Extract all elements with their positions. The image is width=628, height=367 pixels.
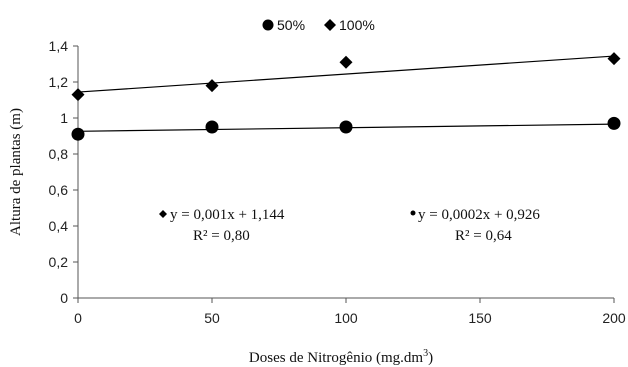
data-point-100 <box>607 52 621 66</box>
legend-label-50: 50% <box>277 17 305 33</box>
x-axis-label-main: Doses de Nitrogênio (mg.dm <box>249 350 423 366</box>
equation-100-text: y = 0,001x + 1,144 <box>170 207 285 223</box>
x-axis-label: Doses de Nitrogênio (mg.dm3) <box>249 348 433 366</box>
legend: 50% 100% <box>262 17 375 33</box>
y-ticks: 0 0,2 0,4 0,6 0,8 1 1,2 1,4 <box>49 38 78 306</box>
x-tick-label: 0 <box>74 310 82 326</box>
equation-100-marker <box>159 210 167 218</box>
legend-marker-50 <box>262 19 274 31</box>
y-tick-label: 0,8 <box>49 146 69 162</box>
y-tick-label: 1,4 <box>49 38 69 54</box>
y-tick-label: 1 <box>60 110 68 126</box>
y-axis-label: Altura de plantas (m) <box>8 108 24 236</box>
equation-50-marker <box>410 210 416 216</box>
x-tick-label: 50 <box>204 310 220 326</box>
x-axis-label-superscript: 3 <box>423 348 428 359</box>
y-tick-label: 0,6 <box>49 182 69 198</box>
legend-marker-100 <box>324 19 336 31</box>
r2-50-text: R² = 0,64 <box>455 228 512 244</box>
data-point-100 <box>205 79 219 93</box>
data-point-50 <box>607 116 621 130</box>
x-axis-label-close: ) <box>428 350 433 366</box>
legend-label-100: 100% <box>339 17 375 33</box>
data-point-100 <box>339 55 353 69</box>
data-point-50 <box>71 127 85 141</box>
y-tick-label: 0,2 <box>49 254 69 270</box>
trend-line-100 <box>77 55 615 93</box>
x-tick-label: 150 <box>468 310 492 326</box>
x-tick-label: 200 <box>602 310 626 326</box>
data-point-100 <box>71 88 85 102</box>
data-point-50 <box>339 120 353 134</box>
equation-50-text: y = 0,0002x + 0,926 <box>418 207 540 223</box>
r2-100-text: R² = 0,80 <box>193 228 250 244</box>
y-tick-label: 0 <box>60 290 68 306</box>
y-tick-label: 0,4 <box>49 218 69 234</box>
data-points <box>71 52 621 141</box>
equation-100-annotation: y = 0,001x + 1,144 R² = 0,80 <box>159 207 285 244</box>
y-tick-label: 1,2 <box>49 74 69 90</box>
data-point-50 <box>205 120 219 134</box>
equation-50-annotation: y = 0,0002x + 0,926 R² = 0,64 <box>410 207 540 244</box>
x-tick-label: 100 <box>334 310 358 326</box>
x-ticks: 0 50 100 150 200 <box>74 298 626 326</box>
